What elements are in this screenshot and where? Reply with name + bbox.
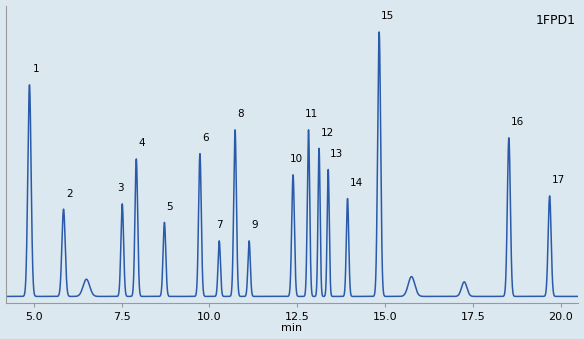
Text: 17: 17 bbox=[551, 175, 565, 185]
Text: 5: 5 bbox=[166, 202, 173, 212]
Text: 8: 8 bbox=[237, 109, 244, 119]
X-axis label: min: min bbox=[281, 323, 303, 334]
Text: 11: 11 bbox=[305, 109, 318, 119]
Text: 7: 7 bbox=[215, 220, 223, 230]
Text: 13: 13 bbox=[330, 149, 343, 159]
Text: 14: 14 bbox=[350, 178, 363, 188]
Text: 2: 2 bbox=[66, 188, 72, 199]
Text: 12: 12 bbox=[321, 128, 334, 138]
Text: 3: 3 bbox=[117, 183, 124, 193]
Text: 1FPD1: 1FPD1 bbox=[536, 15, 576, 27]
Text: 15: 15 bbox=[381, 12, 394, 21]
Text: 4: 4 bbox=[138, 138, 145, 148]
Text: 1: 1 bbox=[33, 64, 40, 74]
Text: 16: 16 bbox=[510, 117, 524, 127]
Text: 9: 9 bbox=[251, 220, 258, 230]
Text: 6: 6 bbox=[202, 133, 208, 143]
Text: 10: 10 bbox=[290, 154, 303, 164]
